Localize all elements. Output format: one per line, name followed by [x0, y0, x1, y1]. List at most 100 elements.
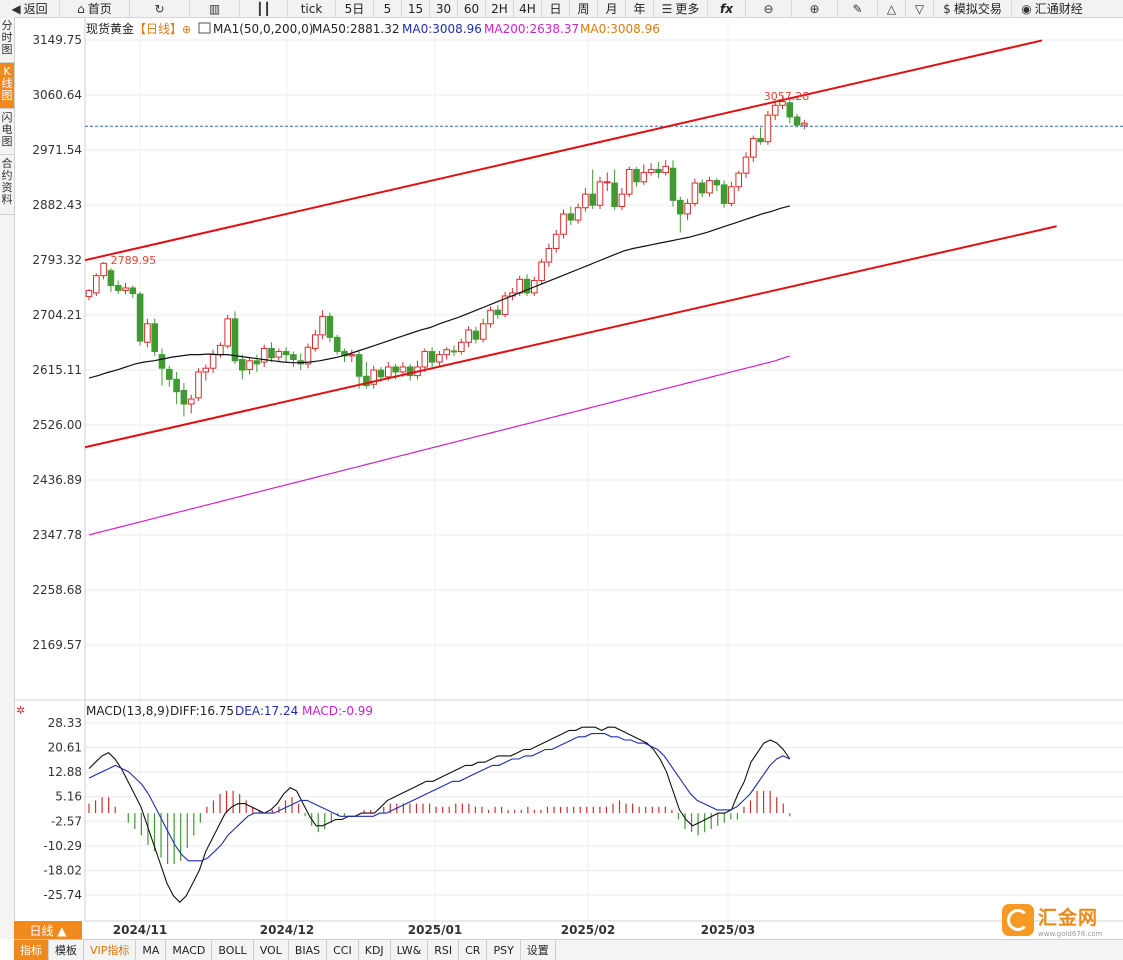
- candle-body[interactable]: [231, 318, 239, 362]
- candle-body[interactable]: [253, 360, 261, 365]
- candle-body[interactable]: [443, 349, 450, 356]
- candle-body[interactable]: [633, 168, 640, 183]
- candle-body[interactable]: [698, 182, 706, 194]
- indicator-icon[interactable]: [198, 22, 211, 34]
- candle-body[interactable]: [801, 122, 808, 126]
- mark-up-button[interactable]: △: [878, 0, 906, 17]
- formula-button[interactable]: fx: [708, 0, 746, 17]
- candle-body[interactable]: [786, 102, 794, 118]
- candle-body[interactable]: [436, 354, 443, 363]
- candle-body[interactable]: [750, 138, 757, 158]
- h4-button[interactable]: 4H: [514, 0, 542, 17]
- candle-body[interactable]: [282, 351, 290, 356]
- candle-body[interactable]: [399, 366, 407, 373]
- candle-body[interactable]: [333, 336, 341, 353]
- indicator-tab[interactable]: BOLL: [212, 940, 254, 960]
- candle-body[interactable]: [516, 278, 524, 294]
- brand-button[interactable]: ◉ 汇通财经: [1021, 1, 1083, 17]
- candle-body[interactable]: [385, 366, 392, 378]
- candle-body[interactable]: [392, 366, 399, 373]
- candle-body[interactable]: [560, 213, 567, 235]
- candle-body[interactable]: [487, 309, 494, 325]
- candle-body[interactable]: [173, 378, 180, 393]
- candle-body[interactable]: [377, 369, 385, 378]
- h2-button[interactable]: 2H: [486, 0, 514, 17]
- tab-minute-chart[interactable]: 分时图: [0, 17, 14, 63]
- indicator-tab[interactable]: PSY: [487, 940, 521, 960]
- candle-body[interactable]: [793, 116, 801, 126]
- candlestick-button[interactable]: ┃┃: [240, 0, 288, 17]
- candle-body[interactable]: [596, 181, 604, 206]
- candle-body[interactable]: [662, 165, 670, 174]
- 5day-button[interactable]: 5日: [336, 0, 374, 17]
- candle-body[interactable]: [735, 172, 743, 188]
- candle-body[interactable]: [757, 138, 764, 143]
- indicator-tab[interactable]: MACD: [166, 940, 213, 960]
- candle-body[interactable]: [158, 354, 166, 369]
- indicator-tab[interactable]: BIAS: [289, 940, 328, 960]
- candle-body[interactable]: [538, 261, 545, 282]
- m15-button[interactable]: 15: [402, 0, 430, 17]
- indicator-tab[interactable]: CCI: [327, 940, 359, 960]
- candle-body[interactable]: [348, 354, 356, 357]
- candle-body[interactable]: [618, 193, 626, 207]
- tab-flash-chart[interactable]: 闪电图: [0, 109, 14, 155]
- week-button[interactable]: 周: [570, 0, 598, 17]
- day-button[interactable]: 日: [542, 0, 570, 17]
- candle-body[interactable]: [611, 182, 618, 207]
- candle-body[interactable]: [144, 323, 151, 343]
- candle-body[interactable]: [122, 287, 129, 291]
- m30-button[interactable]: 30: [430, 0, 458, 17]
- m5-button[interactable]: 5: [374, 0, 402, 17]
- indicator-tab[interactable]: RSI: [428, 940, 460, 960]
- candle-body[interactable]: [428, 351, 436, 363]
- candle-body[interactable]: [93, 275, 100, 294]
- tab-contract-info[interactable]: 合约资料: [0, 155, 14, 215]
- candle-body[interactable]: [771, 104, 779, 116]
- indicator-tab[interactable]: 指标: [14, 940, 49, 960]
- candle-body[interactable]: [479, 323, 487, 340]
- candle-body[interactable]: [728, 186, 735, 204]
- candle-body[interactable]: [713, 180, 721, 186]
- candle-body[interactable]: [421, 351, 429, 368]
- refresh-button[interactable]: ↻: [130, 0, 190, 17]
- candle-body[interactable]: [677, 199, 684, 215]
- candle-body[interactable]: [458, 341, 465, 353]
- candle-body[interactable]: [290, 354, 297, 361]
- candle-body[interactable]: [224, 318, 231, 347]
- tick-button[interactable]: tick: [288, 0, 336, 17]
- candle-body[interactable]: [779, 101, 786, 106]
- candle-body[interactable]: [640, 172, 648, 183]
- candle-body[interactable]: [684, 202, 691, 215]
- candle-body[interactable]: [268, 347, 275, 359]
- candle-body[interactable]: [304, 346, 312, 365]
- candle-body[interactable]: [406, 366, 414, 377]
- candle-body[interactable]: [764, 114, 772, 143]
- indicator-tab[interactable]: 设置: [521, 940, 556, 960]
- candle-body[interactable]: [312, 334, 319, 349]
- indicator-tab[interactable]: MA: [136, 940, 167, 960]
- candle-body[interactable]: [706, 180, 713, 194]
- gear-icon[interactable]: ⊕: [182, 23, 191, 36]
- candle-body[interactable]: [275, 351, 283, 358]
- candle-body[interactable]: [669, 167, 677, 201]
- candle-body[interactable]: [604, 181, 611, 184]
- candle-body[interactable]: [370, 369, 377, 385]
- macd-settings-icon[interactable]: ✲: [16, 704, 25, 717]
- candle-body[interactable]: [187, 398, 195, 405]
- candle-body[interactable]: [114, 285, 122, 291]
- candle-body[interactable]: [574, 207, 582, 221]
- candle-body[interactable]: [582, 193, 589, 209]
- candle-body[interactable]: [501, 295, 509, 316]
- candle-body[interactable]: [217, 344, 224, 356]
- zoom-in-button[interactable]: ⊕: [792, 0, 838, 17]
- candlesticks[interactable]: [85, 96, 808, 417]
- channel-lower-line[interactable]: [84, 225, 1057, 449]
- candle-body[interactable]: [720, 184, 728, 204]
- candle-body[interactable]: [625, 168, 633, 195]
- tab-kline-chart[interactable]: K线图: [0, 63, 14, 109]
- candle-body[interactable]: [202, 367, 210, 373]
- candle-body[interactable]: [523, 278, 531, 294]
- channel-upper-line[interactable]: [84, 39, 1043, 262]
- year-button[interactable]: 年: [626, 0, 654, 17]
